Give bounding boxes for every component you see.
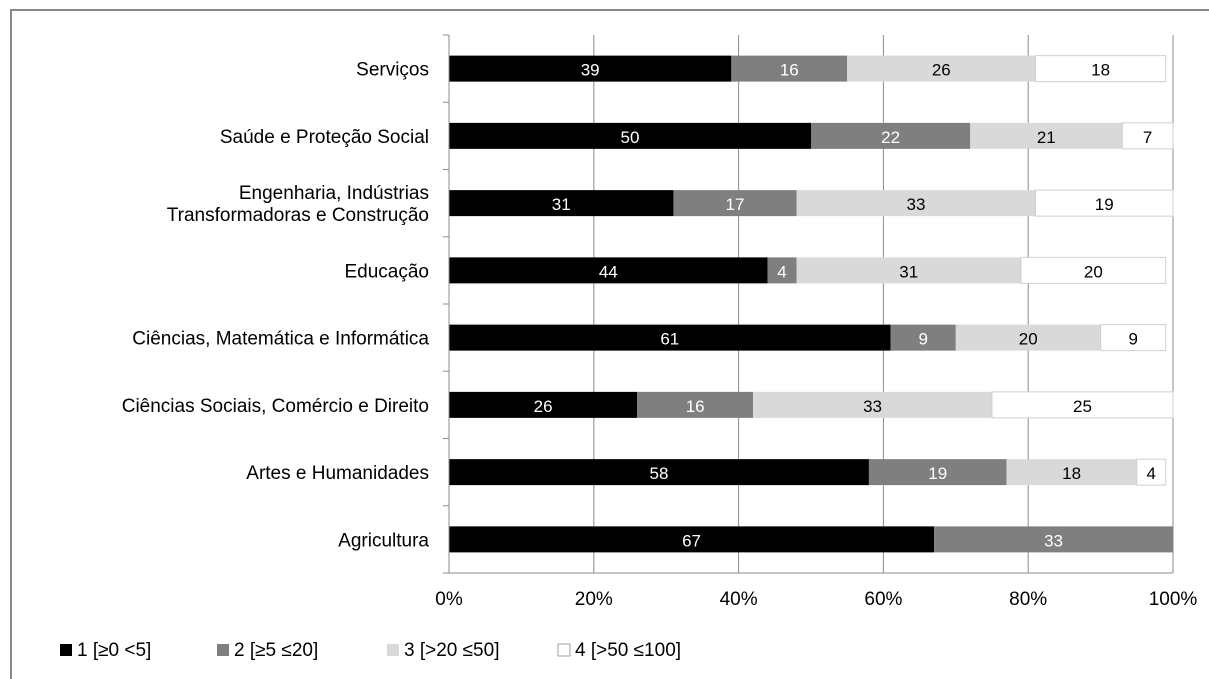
data-label: 20 xyxy=(1084,262,1103,281)
data-label: 16 xyxy=(780,61,799,80)
data-label: 39 xyxy=(581,61,600,80)
x-tick-label: 60% xyxy=(864,589,902,610)
bar-segment xyxy=(449,257,768,284)
legend-swatch xyxy=(60,644,72,656)
x-tick-label: 40% xyxy=(720,589,758,610)
data-label: 19 xyxy=(928,464,947,483)
bar-segment xyxy=(449,122,811,149)
bar-segment xyxy=(449,324,891,351)
bar-segment xyxy=(1100,324,1167,352)
x-tick-label: 80% xyxy=(1009,589,1047,610)
bar-segment xyxy=(796,257,1021,284)
bar-segment xyxy=(1034,189,1174,217)
data-label: 31 xyxy=(552,195,571,214)
bar-segment xyxy=(1121,122,1174,150)
data-label: 9 xyxy=(918,330,927,349)
bar-segment xyxy=(449,391,638,418)
chart-frame xyxy=(10,9,1209,679)
category-label: Agricultura xyxy=(338,530,429,551)
data-label: 33 xyxy=(863,397,882,416)
data-label: 9 xyxy=(1128,330,1137,349)
x-tick-label: 0% xyxy=(435,589,463,610)
bar-segment xyxy=(449,55,732,82)
bar-segment xyxy=(796,190,1036,217)
bar-segment xyxy=(847,55,1036,82)
gridlines xyxy=(593,35,1174,573)
data-label: 17 xyxy=(726,195,745,214)
category-label: Saúde e Proteção Social xyxy=(220,127,429,148)
bar-segment xyxy=(449,459,869,486)
bar-segment xyxy=(934,526,1173,553)
legend-label: 4 [>50 ≤100] xyxy=(575,640,681,661)
legend-swatch xyxy=(387,644,399,656)
bar-segment xyxy=(868,459,1007,486)
data-label: 7 xyxy=(1143,128,1152,147)
data-label: 19 xyxy=(1095,195,1114,214)
bar-segment xyxy=(811,122,971,149)
data-label: 50 xyxy=(621,128,640,147)
data-label: 4 xyxy=(1147,464,1156,483)
data-label: 25 xyxy=(1073,397,1092,416)
bar-segment xyxy=(1136,458,1167,486)
bar-segment xyxy=(637,391,754,418)
legend-label: 3 [>20 ≤50] xyxy=(404,640,499,661)
data-label: 61 xyxy=(660,330,679,349)
bar-segment xyxy=(767,257,797,284)
category-label: Artes e Humanidades xyxy=(246,463,429,484)
bar-segment xyxy=(449,526,935,553)
axes: 0% 20% 40% 60% 80% 100% Serviços Saúde e Proteç… xyxy=(122,34,1198,610)
legend-label: 1 [≥0 <5] xyxy=(77,640,151,661)
data-label: 20 xyxy=(1019,330,1038,349)
x-tick-label: 100% xyxy=(1149,589,1198,610)
data-label: 18 xyxy=(1091,61,1110,80)
x-tick-label: 20% xyxy=(575,589,613,610)
data-label: 4 xyxy=(777,262,786,281)
category-label: Ciências, Matemática e Informática xyxy=(132,329,429,350)
bar-segment xyxy=(991,391,1174,419)
data-label: 22 xyxy=(881,128,900,147)
data-label: 16 xyxy=(686,397,705,416)
legend: 1 [≥0 <5] 2 [≥5 ≤20] 3 [>20 ≤50] 4 [>50 ≤10… xyxy=(60,640,681,661)
category-label: Educação xyxy=(344,261,429,282)
category-label: Engenharia, Indústrias xyxy=(239,183,429,204)
bar-segment xyxy=(753,391,992,418)
bar-segment xyxy=(970,122,1123,149)
bar-segment xyxy=(673,190,797,217)
data-label: 26 xyxy=(932,61,951,80)
bar-segment xyxy=(449,190,674,217)
legend-label: 2 [≥5 ≤20] xyxy=(234,640,318,661)
data-label: 67 xyxy=(682,531,701,550)
bar-segment xyxy=(955,324,1101,351)
bar-segment xyxy=(731,55,848,82)
category-label: Ciências Sociais, Comércio e Direito xyxy=(122,396,429,417)
data-label: 33 xyxy=(907,195,926,214)
data-label: 58 xyxy=(649,464,668,483)
data-label: 31 xyxy=(899,262,918,281)
data-label: 33 xyxy=(1044,531,1063,550)
data-label: 26 xyxy=(534,397,553,416)
category-label: Transformadoras e Construção xyxy=(167,205,429,226)
legend-swatch xyxy=(217,644,229,656)
bar-segment xyxy=(1020,256,1167,284)
bar-segment xyxy=(1034,55,1167,83)
data-label: 21 xyxy=(1037,128,1056,147)
category-label: Serviços xyxy=(356,60,429,81)
legend-swatch xyxy=(557,643,571,657)
data-label: 44 xyxy=(599,262,618,281)
bar-segment xyxy=(1006,459,1137,486)
bar-segment xyxy=(890,324,956,351)
data-label: 18 xyxy=(1062,464,1081,483)
